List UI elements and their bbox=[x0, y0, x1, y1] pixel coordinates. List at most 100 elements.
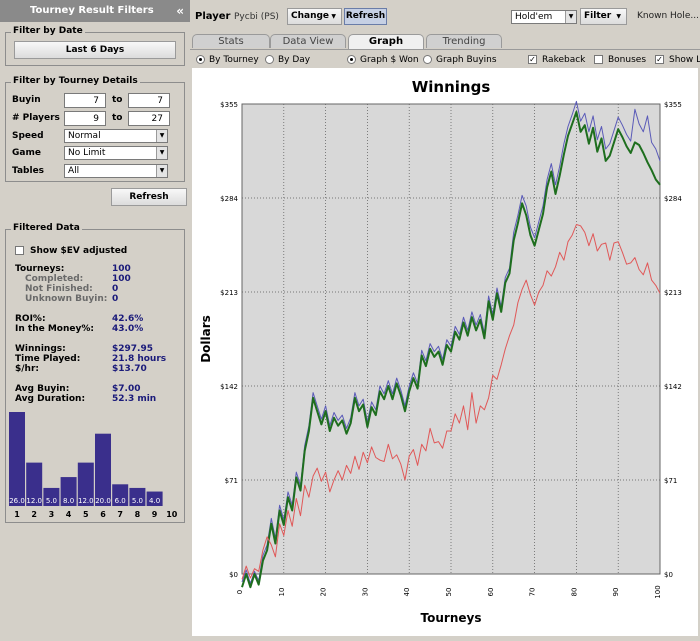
y-tick-label: $284 bbox=[664, 195, 682, 203]
collapse-icon[interactable]: « bbox=[176, 4, 184, 18]
filter-by-details-group: Filter by Tourney Details Buyin 7 to 7 #… bbox=[5, 76, 185, 182]
game-select[interactable]: No Limit ▼ bbox=[64, 146, 168, 160]
finish-position-histogram: 26.0 1 12.0 2 5.0 3 8.0 4 12.0 5 20.0 6 6.0 7 5.0 8 4.0 9… bbox=[9, 412, 178, 519]
histogram-position-label: 1 bbox=[14, 510, 20, 519]
stat-value: 100 bbox=[112, 274, 131, 284]
by-tourney-radio[interactable] bbox=[196, 55, 205, 64]
show-checkbox[interactable]: ✓ bbox=[655, 55, 664, 64]
histogram-position-label: 9 bbox=[152, 510, 158, 519]
stat-row: Avg Buyin: $7.00 bbox=[15, 384, 180, 394]
chart-title: Winnings bbox=[412, 78, 491, 96]
speed-select[interactable]: Normal ▼ bbox=[64, 129, 168, 143]
stat-row: Unknown Buyin: 0 bbox=[15, 294, 180, 304]
histogram-value-label: 4.0 bbox=[149, 497, 160, 505]
graph-buyins-label: Graph Buyins bbox=[436, 55, 497, 65]
stat-label: Winnings: bbox=[15, 344, 66, 354]
x-tick-label: 0 bbox=[236, 590, 244, 594]
change-player-button[interactable]: Change ▼ bbox=[287, 8, 342, 25]
y-tick-label: $0 bbox=[229, 571, 238, 579]
player-label: Player bbox=[195, 11, 231, 22]
stat-row: Completed: 100 bbox=[15, 274, 180, 284]
filter-panel: Tourney Result Filters « Filter by Date … bbox=[0, 0, 190, 641]
histogram-value-label: 12.0 bbox=[78, 497, 94, 505]
filter-by-date-group: Filter by Date Last 6 Days bbox=[5, 26, 185, 66]
histogram-bar bbox=[112, 484, 129, 506]
chevron-down-icon[interactable]: ▼ bbox=[156, 130, 167, 142]
histogram-value-label: 6.0 bbox=[115, 497, 126, 505]
stat-row: $/hr: $13.70 bbox=[15, 364, 180, 374]
y-tick-label: $142 bbox=[220, 383, 238, 391]
tables-select[interactable]: All ▼ bbox=[64, 164, 168, 178]
buyin-min-field[interactable]: 7 bbox=[64, 93, 106, 108]
buyin-to-label: to bbox=[112, 95, 123, 105]
stat-label: Avg Duration: bbox=[15, 394, 86, 404]
x-tick-label: 40 bbox=[403, 588, 411, 597]
histogram-bar bbox=[95, 433, 111, 506]
histogram-bar bbox=[60, 477, 77, 506]
y-tick-label: $142 bbox=[664, 383, 682, 391]
by-day-label: By Day bbox=[278, 55, 311, 65]
stat-row: Winnings: $297.95 bbox=[15, 344, 180, 354]
series-line-red bbox=[241, 224, 661, 580]
stat-label: Unknown Buyin: bbox=[25, 294, 108, 304]
graph-buyins-radio[interactable] bbox=[423, 55, 432, 64]
histogram-bar bbox=[129, 487, 146, 506]
player-name: Pycbi (PS) bbox=[234, 12, 279, 22]
tab-graph[interactable]: Graph bbox=[348, 34, 424, 49]
y-tick-label: $213 bbox=[664, 289, 682, 297]
chevron-down-icon: ▼ bbox=[616, 13, 621, 20]
chart-area: Winnings Tourneys Dollars $0 $0 $71 $71 $142 $14… bbox=[192, 68, 698, 636]
histogram-value-label: 26.0 bbox=[9, 497, 25, 505]
plot-frame bbox=[241, 103, 661, 575]
stat-label: In the Money%: bbox=[15, 324, 94, 334]
tab-data-view[interactable]: Data View bbox=[270, 34, 346, 48]
speed-label: Speed bbox=[12, 131, 44, 141]
histogram-bar bbox=[77, 462, 94, 506]
players-min-field[interactable]: 9 bbox=[64, 111, 106, 126]
filters-refresh-button[interactable]: Refresh bbox=[111, 188, 187, 206]
speed-select-value: Normal bbox=[68, 131, 101, 141]
buyin-max-field[interactable]: 7 bbox=[128, 93, 170, 108]
bonuses-checkbox[interactable] bbox=[594, 55, 603, 64]
filter-button-label: Filter bbox=[584, 11, 612, 21]
graph-won-radio[interactable] bbox=[347, 55, 356, 64]
filtered-data-title: Filtered Data bbox=[11, 223, 82, 233]
date-range-button[interactable]: Last 6 Days bbox=[14, 41, 176, 59]
bonuses-label: Bonuses bbox=[608, 55, 647, 65]
y-tick-label: $284 bbox=[220, 195, 238, 203]
stat-label: Time Played: bbox=[15, 354, 81, 364]
by-day-radio[interactable] bbox=[265, 55, 274, 64]
toolbar-refresh-button[interactable]: Refresh bbox=[344, 8, 387, 25]
tab-stats[interactable]: Stats bbox=[192, 34, 270, 48]
game-type-value: Hold'em bbox=[515, 12, 553, 22]
known-holes-link[interactable]: Known Hole... bbox=[637, 11, 699, 21]
chevron-down-icon[interactable]: ▼ bbox=[156, 147, 167, 159]
histogram-bar bbox=[146, 491, 163, 506]
ev-adjusted-label: Show $EV adjusted bbox=[30, 246, 128, 256]
histogram-position-label: 5 bbox=[83, 510, 89, 519]
filter-button[interactable]: Filter ▼ bbox=[580, 8, 627, 25]
players-label: # Players bbox=[12, 113, 60, 123]
tab-trending[interactable]: Trending bbox=[426, 34, 502, 48]
stat-value: 100 bbox=[112, 264, 131, 274]
x-axis-label: Tourneys bbox=[421, 611, 482, 625]
y-tick-label: $0 bbox=[664, 571, 673, 579]
histogram-position-label: 8 bbox=[135, 510, 141, 519]
by-tourney-label: By Tourney bbox=[209, 55, 259, 65]
histogram-position-label: 3 bbox=[49, 510, 55, 519]
stat-value: 42.6% bbox=[112, 314, 144, 324]
x-tick-label: 90 bbox=[612, 588, 620, 597]
histogram-value-label: 5.0 bbox=[132, 497, 143, 505]
players-max-field[interactable]: 27 bbox=[128, 111, 170, 126]
chevron-down-icon[interactable]: ▼ bbox=[565, 11, 576, 23]
stat-label: Completed: bbox=[25, 274, 84, 284]
filtered-data-group: Filtered Data Show $EV adjusted Tourneys… bbox=[5, 223, 185, 523]
ev-adjusted-checkbox[interactable] bbox=[15, 246, 24, 255]
stat-label: $/hr: bbox=[15, 364, 39, 374]
rakeback-checkbox[interactable]: ✓ bbox=[528, 55, 537, 64]
stat-label: Tourneys: bbox=[15, 264, 65, 274]
game-type-select[interactable]: Hold'em ▼ bbox=[511, 10, 577, 24]
chevron-down-icon[interactable]: ▼ bbox=[156, 165, 167, 177]
stat-value: $297.95 bbox=[112, 344, 153, 354]
filter-by-date-title: Filter by Date bbox=[11, 26, 85, 36]
